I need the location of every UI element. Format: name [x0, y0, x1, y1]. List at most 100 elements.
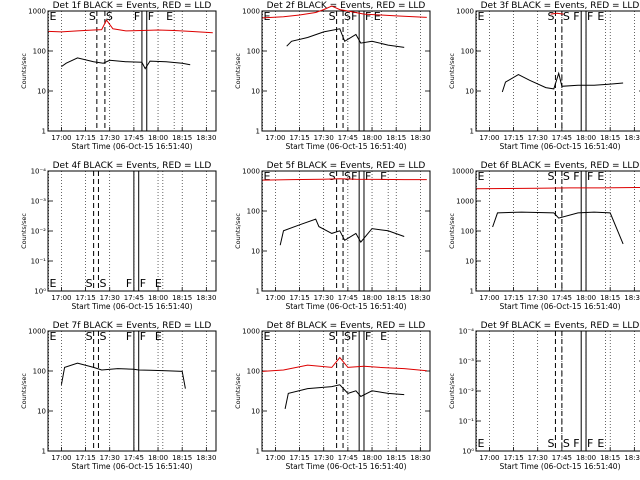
- y-tick-label: 10: [37, 408, 46, 416]
- y-tick-label: 1: [256, 128, 260, 136]
- marker-label-s: S: [86, 277, 93, 290]
- y-tick-label: 1000: [242, 8, 260, 16]
- x-tick-label: 17:30: [100, 134, 120, 142]
- x-tick-label: 17:30: [528, 134, 548, 142]
- y-tick-label: 1000: [456, 8, 474, 16]
- marker-label-f: F: [148, 10, 154, 23]
- y-tick-label: 1000: [242, 328, 260, 336]
- series-black-events-line: [492, 211, 624, 245]
- plot-frame: [47, 10, 217, 132]
- marker-label-s: S: [547, 10, 554, 23]
- x-tick-label: 17:45: [338, 454, 358, 462]
- x-tick-label: 17:45: [552, 294, 572, 302]
- panel-title: Det 7f BLACK = Events, RED = LLD: [53, 321, 212, 331]
- marker-label-e: E: [264, 10, 271, 23]
- x-tick-label: 18:00: [576, 294, 596, 302]
- series-red-lld-line: [262, 178, 427, 181]
- marker-label-s: S: [86, 330, 93, 343]
- x-tick-label: 17:15: [503, 134, 523, 142]
- y-tick-label: 10: [465, 258, 474, 266]
- x-axis-label: Start Time (06-Oct-15 16:51:40): [499, 462, 620, 471]
- y-tick-label: 10⁻³: [459, 358, 475, 366]
- y-tick-label: 1000: [28, 328, 46, 336]
- x-tick-label: 17:00: [479, 294, 499, 302]
- x-tick-label: 17:15: [503, 294, 523, 302]
- x-tick-label: 17:00: [265, 294, 285, 302]
- series-black-events-line: [279, 218, 405, 246]
- series-black-events-line: [284, 384, 405, 410]
- panel-title: Det 1f BLACK = Events, RED = LLD: [53, 1, 212, 11]
- marker-label-s: S: [563, 10, 570, 23]
- x-tick-label: 17:00: [51, 454, 71, 462]
- panel-8: Det 8f BLACK = Events, RED = LLD 17:00 17:…: [234, 321, 431, 471]
- x-tick-label: 18:15: [172, 454, 192, 462]
- x-axis-label: Start Time (06-Oct-15 16:51:40): [499, 302, 620, 311]
- x-axis-label: Start Time (06-Oct-15 16:51:40): [285, 142, 406, 151]
- plot-frame: [475, 10, 640, 132]
- y-tick-label: 10⁻²: [31, 228, 47, 236]
- marker-label-f: F: [140, 330, 146, 343]
- marker-label-s: S: [106, 10, 113, 23]
- y-tick-label: 1: [256, 288, 260, 296]
- marker-label-f: F: [365, 330, 371, 343]
- y-tick-label: 1000: [242, 168, 260, 176]
- marker-label-f: F: [134, 10, 140, 23]
- y-tick-label: 1: [42, 128, 46, 136]
- x-tick-label: 18:15: [172, 134, 192, 142]
- panel-title: Det 4f BLACK = Events, RED = LLD: [53, 161, 212, 171]
- y-axis-label: Counts/sec: [448, 213, 456, 249]
- y-axis-label: Counts/sec: [448, 373, 456, 409]
- x-tick-label: 17:00: [479, 134, 499, 142]
- x-tick-label: 17:30: [314, 134, 334, 142]
- x-tick-label: 17:45: [124, 134, 144, 142]
- x-tick-label: 18:15: [600, 294, 620, 302]
- x-tick-label: 17:45: [338, 294, 358, 302]
- y-axis-label: Counts/sec: [20, 373, 28, 409]
- marker-label-e: E: [155, 277, 162, 290]
- x-tick-label: 18:30: [410, 294, 430, 302]
- x-tick-label: 18:00: [148, 454, 168, 462]
- x-tick-label: 17:45: [124, 294, 144, 302]
- x-axis-label: Start Time (06-Oct-15 16:51:40): [71, 462, 192, 471]
- marker-label-e: E: [597, 437, 604, 450]
- y-tick-label: 1: [256, 448, 260, 456]
- x-tick-label: 17:15: [75, 294, 95, 302]
- marker-label-s: S: [563, 170, 570, 183]
- x-tick-label: 17:30: [528, 454, 548, 462]
- x-tick-label: 18:15: [386, 134, 406, 142]
- marker-label-s: S: [344, 330, 351, 343]
- panel-7: Det 7f BLACK = Events, RED = LLD 17:00 17:…: [20, 321, 217, 471]
- x-tick-label: 18:15: [600, 134, 620, 142]
- y-axis-label: Counts/sec: [448, 53, 456, 89]
- x-tick-label: 17:00: [265, 134, 285, 142]
- x-tick-label: 17:15: [75, 454, 95, 462]
- x-tick-label: 18:00: [362, 134, 382, 142]
- marker-label-e: E: [478, 437, 485, 450]
- marker-label-e: E: [380, 330, 387, 343]
- series-black-events-line: [501, 71, 624, 93]
- series-red-lld-line: [262, 356, 427, 372]
- panel-title: Det 2f BLACK = Events, RED = LLD: [267, 1, 426, 11]
- marker-label-f: F: [365, 10, 371, 23]
- y-tick-label: 10⁰: [34, 288, 46, 296]
- x-tick-label: 18:30: [624, 454, 640, 462]
- marker-label-s: S: [329, 10, 336, 23]
- y-tick-label: 10⁻⁴: [459, 328, 475, 336]
- marker-label-f: F: [587, 10, 593, 23]
- series-black-events-line: [60, 362, 186, 389]
- series-red-lld-line: [48, 19, 213, 34]
- y-tick-label: 10⁻¹: [459, 418, 475, 426]
- marker-label-s: S: [99, 330, 106, 343]
- x-tick-label: 17:15: [503, 454, 523, 462]
- marker-label-s: S: [344, 10, 351, 23]
- marker-label-f: F: [351, 330, 357, 343]
- y-tick-label: 100: [247, 208, 260, 216]
- panel-6: Det 6f BLACK = Events, RED = LLD 17:00 17:…: [448, 161, 640, 311]
- marker-label-e: E: [264, 170, 271, 183]
- y-tick-label: 100: [461, 48, 474, 56]
- x-tick-label: 18:00: [362, 454, 382, 462]
- y-tick-label: 1000: [28, 8, 46, 16]
- x-tick-label: 17:15: [289, 134, 309, 142]
- x-tick-label: 17:15: [75, 134, 95, 142]
- y-tick-label: 1: [470, 128, 474, 136]
